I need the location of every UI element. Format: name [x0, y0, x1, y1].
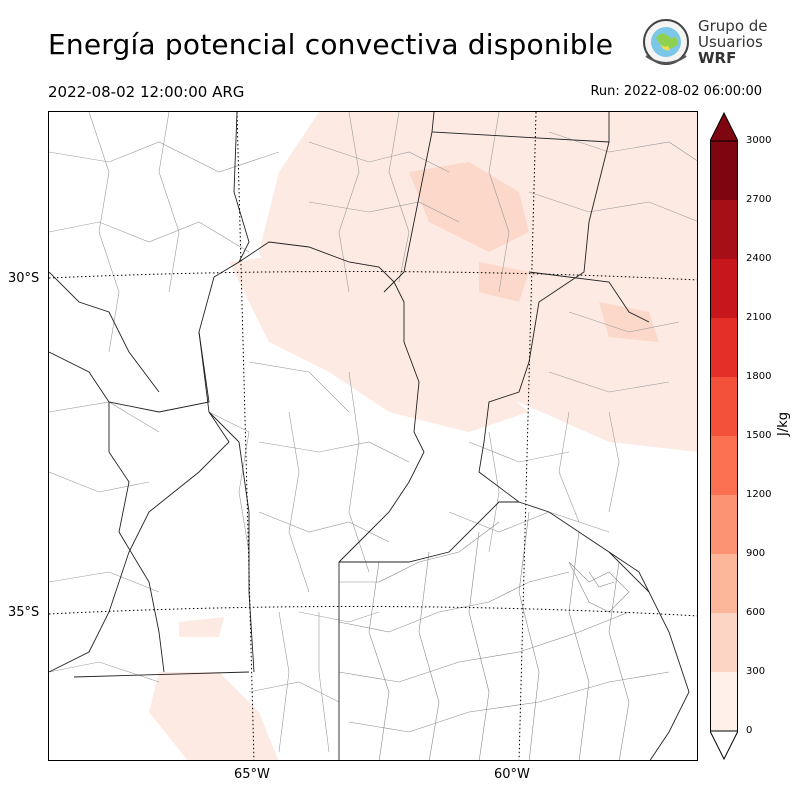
colorbar-tick-label: 1200: [746, 489, 772, 500]
colorbar-segment: [710, 436, 738, 495]
colorbar-tick-label: 300: [746, 666, 766, 677]
run-time: Run: 2022-08-02 06:00:00: [590, 84, 762, 99]
logo-line-3: WRF: [698, 49, 737, 67]
valid-time: 2022-08-02 12:00:00 ARG: [48, 83, 245, 101]
colorbar-segment: [710, 141, 738, 200]
lon-label-65w: 65°W: [234, 767, 270, 782]
colorbar-max-extend: [710, 111, 738, 142]
province-boundaries: [49, 112, 690, 760]
colorbar-tick-label: 2400: [746, 253, 772, 264]
colorbar-tick-label: 0: [746, 725, 753, 736]
lat-label-30s: 30°S: [8, 271, 40, 286]
colorbar-frame: [710, 140, 738, 732]
colorbar-tick-label: 1800: [746, 371, 772, 382]
colorbar-tick-label: 600: [746, 607, 766, 618]
colorbar-segment: [710, 495, 738, 554]
globe-emblem-icon: [643, 19, 689, 65]
buenos-aires-partidos: [338, 511, 670, 760]
colorbar-segment: [710, 554, 738, 613]
colorbar-tick-label: 3000: [746, 135, 772, 146]
colorbar-tick-label: 2100: [746, 312, 772, 323]
colorbar-unit: J/kg: [776, 412, 791, 436]
colorbar-tick-label: 2700: [746, 194, 772, 205]
colorbar-segment: [710, 377, 738, 436]
cape-shading-darker: [409, 162, 659, 342]
lon-label-60w: 60°W: [494, 767, 530, 782]
cape-shading: [149, 112, 697, 760]
colorbar-segment: [710, 613, 738, 672]
map-title: Energía potencial convectiva disponible: [48, 28, 614, 61]
map-canvas: [49, 112, 697, 760]
colorbar-tick-label: 1500: [746, 430, 772, 441]
logo-line-1: Grupo de: [698, 17, 768, 35]
colorbar-segment: [710, 259, 738, 318]
colorbar-segment: [710, 200, 738, 259]
colorbar-segment: [710, 318, 738, 377]
colorbar-segment: [710, 672, 738, 731]
graticule: [49, 112, 697, 760]
colorbar: [710, 111, 738, 761]
logo-line-2: Usuarios: [698, 33, 763, 51]
lat-label-35s: 35°S: [8, 605, 40, 620]
colorbar-tick-label: 900: [746, 548, 766, 559]
colorbar-segments: [710, 141, 738, 731]
colorbar-min-extend: [710, 730, 738, 761]
cape-map: [48, 111, 698, 761]
wrf-users-logo: Grupo de Usuarios WRF: [638, 16, 768, 72]
